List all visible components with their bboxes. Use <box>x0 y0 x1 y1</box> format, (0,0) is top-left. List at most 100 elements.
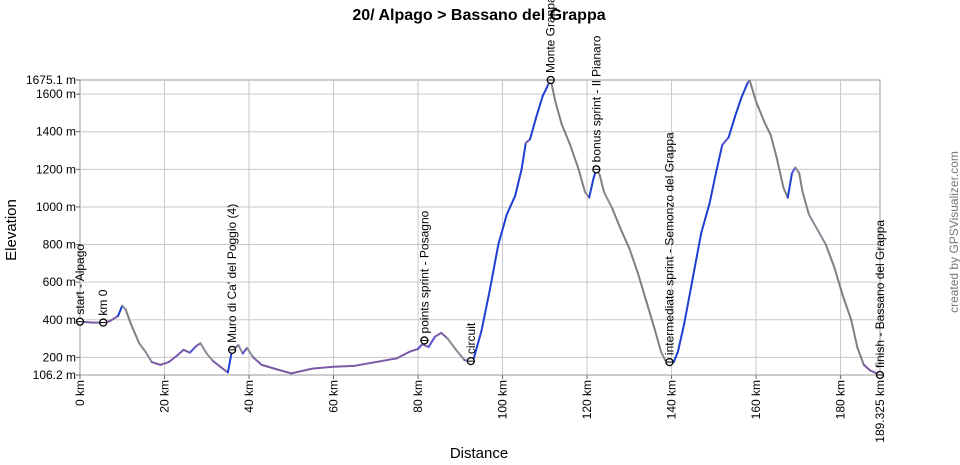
y-axis-title: Elevation <box>3 199 20 261</box>
waypoint-label: Monte Grappa <box>544 0 558 73</box>
waypoint-label: Muro di Ca' del Poggio (4) <box>225 204 239 343</box>
profile-segment <box>856 346 865 366</box>
profile-segment <box>167 354 179 364</box>
profile-segment <box>290 367 314 375</box>
profile-segment <box>446 337 458 351</box>
waypoint-label: bonus sprint - Il Pianaro <box>589 35 603 162</box>
grid <box>79 79 881 376</box>
profile-segment <box>721 136 730 146</box>
y-tick-label: 1200 m <box>36 162 76 176</box>
profile-segment <box>611 207 622 231</box>
profile-segment <box>833 266 844 297</box>
profile-segment <box>529 115 538 141</box>
watermark: created by GPSVisualizer.com <box>947 151 960 313</box>
profile-segment <box>776 158 785 190</box>
chart-title: 20/ Alpago > Bassano del Grappa <box>352 7 605 24</box>
y-tick-label: 1675.1 m <box>26 73 76 87</box>
profile-segment <box>514 168 523 197</box>
profile-segment <box>850 318 859 349</box>
profile-segment <box>117 304 124 317</box>
profile-segment <box>480 288 491 333</box>
waypoint-label: points sprint - Posagno <box>417 210 431 333</box>
profile-segment <box>374 357 398 364</box>
y-tick-label: 400 m <box>43 313 76 327</box>
profile-segment <box>520 142 527 171</box>
profile-segment <box>440 331 449 340</box>
profile-segment <box>488 243 500 291</box>
y-tick-label: 600 m <box>43 275 76 289</box>
profile-segment <box>311 365 335 370</box>
profile-segment <box>427 335 436 349</box>
waypoint-label: km 0 <box>96 289 110 315</box>
profile-segment <box>628 247 639 274</box>
profile-segment <box>841 294 853 321</box>
waypoint-label: circuit <box>464 322 478 354</box>
profile-segment <box>807 213 819 231</box>
profile-segment <box>554 100 563 126</box>
profile-segment <box>748 79 758 103</box>
profile-segment <box>653 328 663 353</box>
profile-segment <box>212 360 223 369</box>
x-tick-label: 20 km <box>158 380 172 413</box>
x-tick-label: 80 km <box>411 380 425 413</box>
profile-segment <box>182 348 191 354</box>
x-tick-label: 120 km <box>580 380 594 419</box>
profile-segment <box>862 363 872 372</box>
plot-frame <box>79 79 881 376</box>
profile-segment <box>636 271 648 302</box>
profile-segment <box>273 367 293 375</box>
x-tick-label: 40 km <box>242 380 256 413</box>
profile-segment <box>176 348 185 357</box>
profile-segment <box>798 172 804 193</box>
profile-segment <box>129 322 141 345</box>
profile-segment <box>541 83 550 97</box>
x-tick-label: 60 km <box>327 380 341 413</box>
y-tick-label: 1400 m <box>36 125 76 139</box>
y-tick-label: 1000 m <box>36 200 76 214</box>
profile-segment <box>455 348 466 362</box>
profile-segment <box>433 331 443 338</box>
profile-segment <box>755 100 766 124</box>
profile-segment <box>714 143 724 175</box>
x-tick-label: 100 km <box>496 380 510 419</box>
profile-segment <box>733 96 743 118</box>
waypoint-label: finish - Bassano del Grappa <box>873 220 887 368</box>
profile-segment <box>535 95 544 118</box>
profile-segment <box>150 361 162 366</box>
axes: 106.2 m 200 m 400 m 600 m 800 m 1000 m 1200 m 1… <box>26 73 887 443</box>
profile-segment <box>619 228 631 250</box>
profile-segment <box>188 345 198 354</box>
profile-segment <box>237 344 244 355</box>
profile-segment <box>421 343 430 349</box>
profile-segment <box>124 308 132 325</box>
profile-segment <box>159 361 170 366</box>
profile-segment <box>199 342 208 355</box>
profile-segment <box>740 81 749 99</box>
waypoint-label: intermediate sprint - Semonzo del Grappa <box>662 132 676 355</box>
profile-segment <box>471 330 483 363</box>
profile-segment <box>794 166 801 175</box>
x-tick-label: 189.325 km <box>873 380 887 443</box>
profile-segment <box>588 177 595 199</box>
profile-segment <box>577 168 586 193</box>
waypoints: start - Alpago km 0 Muro di Ca' del Poggio… <box>73 0 887 380</box>
waypoint-label: start - Alpago <box>73 244 87 315</box>
profile-segment <box>245 346 255 359</box>
profile-segment <box>417 343 424 350</box>
profile-segment <box>801 190 810 216</box>
y-tick-label: 1600 m <box>36 87 76 101</box>
y-tick-label: 200 m <box>43 350 76 364</box>
profile-segment <box>676 322 686 353</box>
profile-segment <box>108 315 120 323</box>
profile-segment <box>332 364 356 368</box>
profile-segment <box>497 213 508 246</box>
profile-segment <box>683 277 694 325</box>
profile-segment <box>727 115 736 139</box>
x-tick-label: 160 km <box>749 380 763 419</box>
profile-segment <box>660 350 667 362</box>
profile-segment <box>505 194 517 216</box>
profile-segment <box>598 173 605 193</box>
profile-segment <box>869 369 878 375</box>
profile-segment <box>708 172 717 205</box>
